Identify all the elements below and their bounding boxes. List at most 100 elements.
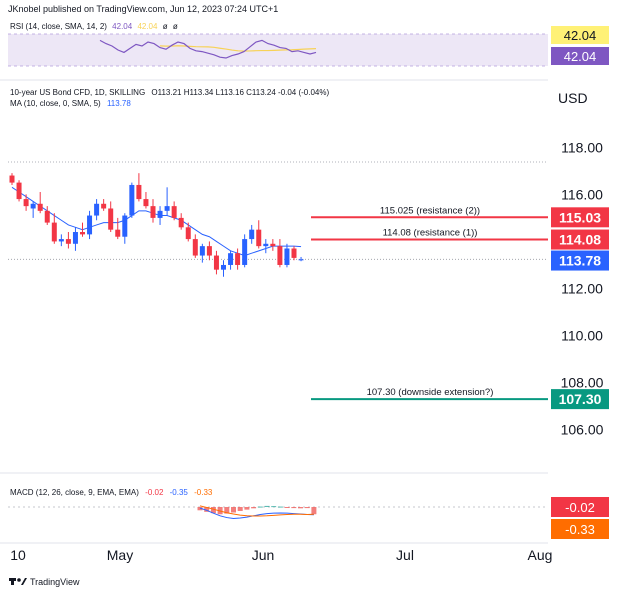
rsi-badge-bottom-bg bbox=[551, 47, 609, 65]
candle-body bbox=[51, 222, 57, 242]
macd-hist-bar bbox=[304, 507, 310, 509]
time-tick-label: Aug bbox=[528, 547, 553, 563]
macd-badge-bottom-bg bbox=[551, 519, 609, 539]
candle-body bbox=[136, 184, 142, 200]
instrument-label: 10-year US Bond CFD, 1D, SKILLING bbox=[10, 88, 145, 97]
candle-body bbox=[249, 229, 255, 240]
level-annotation-resistance_1: 114.08 (resistance (1)) bbox=[383, 228, 478, 239]
candle-body bbox=[80, 232, 85, 235]
rsi-label: RSI (14, close, SMA, 14, 2) 42.04 42.04 … bbox=[10, 22, 178, 31]
macd-hist-bar bbox=[271, 506, 277, 508]
macd-hist-bar bbox=[231, 507, 236, 513]
rsi-badge-top-bg bbox=[551, 26, 609, 44]
macd-hist-bar bbox=[210, 507, 216, 514]
rsi-value-4: ø bbox=[173, 22, 178, 31]
logo-stem-icon bbox=[11, 578, 14, 585]
ma-legend-value: 113.78 bbox=[107, 99, 131, 108]
candle-body bbox=[171, 206, 177, 218]
candle-body bbox=[108, 208, 114, 230]
price-badge-resistance_2: 115.03 bbox=[559, 209, 601, 225]
candle-body bbox=[129, 184, 135, 216]
macd-hist-bar bbox=[277, 506, 283, 508]
candle-body bbox=[270, 243, 276, 247]
time-axis: 10 May Jun Jul Aug bbox=[10, 547, 552, 563]
macd-hist-bar bbox=[251, 507, 257, 509]
price-tick-label: 112.00 bbox=[561, 281, 603, 297]
candle-body bbox=[185, 227, 191, 240]
rsi-badge-bottom: 42.04 bbox=[564, 49, 597, 64]
macd-hist-bar bbox=[244, 507, 250, 510]
candle-body bbox=[23, 199, 29, 207]
price-badge-downside: 107.30 bbox=[559, 391, 602, 407]
price-tick-label: 106.00 bbox=[561, 422, 604, 438]
candle-body bbox=[87, 215, 93, 235]
candle-body bbox=[16, 182, 22, 200]
tradingview-logo: TradingView bbox=[9, 577, 80, 587]
candle-body bbox=[44, 210, 50, 223]
macd-badge-bottom: -0.33 bbox=[565, 522, 595, 537]
candles bbox=[9, 173, 304, 277]
candle-body bbox=[9, 175, 15, 183]
ma-line bbox=[11, 186, 302, 257]
candle-body bbox=[94, 203, 100, 216]
macd-hist-bar bbox=[257, 506, 263, 508]
candle-body bbox=[298, 259, 304, 261]
level-annotation-resistance_2: 115.025 (resistance (2)) bbox=[380, 205, 480, 216]
macd-hist-bar bbox=[224, 507, 230, 514]
rsi-panel: RSI (14, close, SMA, 14, 2) 42.04 42.04 … bbox=[8, 22, 609, 67]
candle-body bbox=[164, 206, 170, 211]
candle-body bbox=[263, 243, 269, 247]
candle-body bbox=[143, 199, 149, 207]
candle-body bbox=[150, 206, 156, 218]
price-tick-label: 108.00 bbox=[561, 375, 604, 391]
candle-body bbox=[37, 203, 43, 211]
candle-body bbox=[235, 253, 241, 265]
candle-body bbox=[58, 239, 64, 242]
macd-signal-line bbox=[199, 505, 314, 517]
candle-body bbox=[178, 217, 184, 228]
ma-label: MA (10, close, 0, SMA, 5) bbox=[10, 99, 101, 108]
price-tick-label: 116.00 bbox=[561, 186, 603, 202]
level-lines: 115.025 (resistance (2)) 114.08 (resistan… bbox=[8, 161, 548, 401]
candle-body bbox=[206, 246, 212, 256]
rsi-line bbox=[99, 39, 317, 59]
instrument-legend: 10-year US Bond CFD, 1D, SKILLING O113.2… bbox=[10, 88, 329, 97]
ma-legend: MA (10, close, 0, SMA, 5) 113.78 bbox=[10, 99, 131, 108]
macd-label: MACD (12, 26, close, 9, EMA, EMA) bbox=[10, 488, 139, 497]
badge-bg-resistance_1 bbox=[551, 229, 609, 250]
candle-body bbox=[228, 253, 234, 265]
price-tick-label: 118.00 bbox=[561, 139, 603, 155]
macd-line bbox=[199, 507, 314, 519]
macd-hist-bar bbox=[284, 507, 290, 508]
time-tick-label: Jul bbox=[396, 547, 414, 563]
candle-body bbox=[242, 239, 248, 265]
currency-label: USD bbox=[558, 90, 588, 106]
level-annotation-downside: 107.30 (downside extension?) bbox=[367, 387, 494, 398]
candle-body bbox=[30, 203, 36, 209]
macd-hist-bar bbox=[204, 507, 210, 512]
candle-body bbox=[101, 203, 107, 209]
macd-hist-bar bbox=[197, 507, 203, 511]
rsi-badge-top: 42.04 bbox=[564, 28, 597, 43]
macd-legend-value: -0.02 bbox=[145, 488, 164, 497]
candle-body bbox=[192, 239, 198, 256]
published-header: JKnobel published on TradingView.com, Ju… bbox=[8, 4, 278, 14]
logo-dot-icon bbox=[17, 578, 21, 582]
candle-body bbox=[284, 248, 290, 265]
macd-legend: MACD (12, 26, close, 9, EMA, EMA) -0.02 … bbox=[10, 488, 213, 497]
time-tick-label: 10 bbox=[10, 547, 26, 563]
brand-name: TradingView bbox=[30, 577, 80, 587]
macd-panel: MACD (12, 26, close, 9, EMA, EMA) -0.02 … bbox=[8, 488, 609, 539]
candle-body bbox=[122, 215, 128, 237]
price-tick-label: 110.00 bbox=[561, 328, 603, 344]
rsi-value-2: 42.04 bbox=[137, 22, 158, 31]
rsi-sma-line bbox=[159, 45, 317, 52]
candle-body bbox=[157, 210, 163, 218]
ohlc-values: O113.21 H113.34 L113.16 C113.24 -0.04 (-… bbox=[151, 88, 329, 97]
candle-body bbox=[65, 239, 71, 244]
badge-bg-ma bbox=[551, 250, 609, 271]
signal-legend-value: -0.35 bbox=[170, 488, 189, 497]
candle-body bbox=[72, 232, 78, 244]
macd-hist-bar bbox=[298, 507, 303, 509]
